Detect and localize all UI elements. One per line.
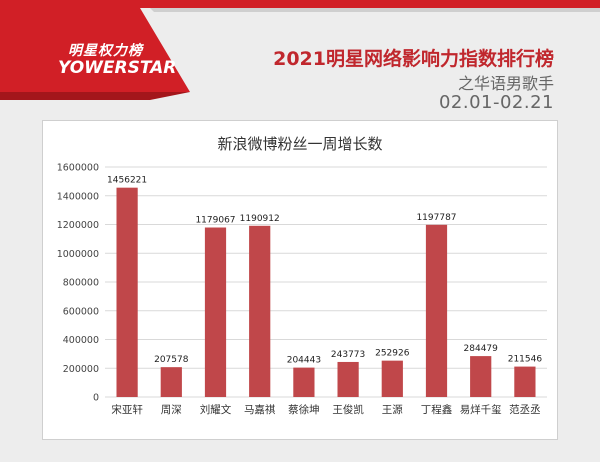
y-tick-label: 200000 bbox=[63, 364, 99, 375]
header-banner bbox=[0, 0, 600, 100]
x-tick-label: 王俊凯 bbox=[332, 403, 364, 416]
bar bbox=[160, 367, 182, 397]
banner-stripe bbox=[150, 8, 600, 12]
bar bbox=[381, 360, 403, 397]
logo-subtext: YOWERSTAR bbox=[58, 58, 177, 78]
data-label: 284479 bbox=[464, 344, 499, 354]
x-tick-label: 王源 bbox=[382, 403, 403, 416]
chart-card: 新浪微博粉丝一周增长数 0 200000 400000 600000 800000 100… bbox=[42, 120, 558, 440]
data-label: 211546 bbox=[508, 355, 543, 365]
bar bbox=[293, 367, 315, 397]
data-label: 204443 bbox=[287, 356, 321, 366]
page-title: 2021明星网络影响力指数排行榜 bbox=[273, 48, 554, 70]
banner-shadow bbox=[0, 92, 190, 100]
y-tick-label: 1000000 bbox=[57, 249, 99, 260]
x-axis: 宋亚轩 周深 刘耀文 马嘉祺 蔡徐坤 王俊凯 王源 丁程鑫 易烊千玺 范丞丞 bbox=[111, 403, 540, 416]
x-tick-label: 蔡徐坤 bbox=[288, 403, 320, 416]
y-axis: 0 200000 400000 600000 800000 1000000 1200000 1… bbox=[57, 163, 99, 404]
data-label: 243773 bbox=[331, 350, 365, 360]
x-tick-label: 范丞丞 bbox=[509, 403, 541, 416]
x-tick-label: 马嘉祺 bbox=[244, 403, 276, 416]
y-tick-label: 400000 bbox=[63, 335, 99, 346]
x-tick-label: 刘耀文 bbox=[200, 403, 232, 416]
bar bbox=[425, 224, 448, 397]
data-label: 252926 bbox=[375, 349, 410, 359]
x-tick-label: 丁程鑫 bbox=[421, 403, 453, 416]
bar bbox=[116, 187, 138, 397]
data-label: 207578 bbox=[154, 355, 189, 365]
y-tick-label: 1600000 bbox=[57, 163, 99, 174]
y-tick-label: 800000 bbox=[63, 278, 99, 289]
data-label: 1197787 bbox=[416, 213, 456, 223]
x-tick-label: 周深 bbox=[161, 404, 182, 416]
bar bbox=[249, 225, 271, 397]
data-labels: 1456221 207578 1179067 1190912 204443 243773 2… bbox=[107, 176, 542, 366]
bar bbox=[514, 366, 536, 397]
y-tick-label: 600000 bbox=[63, 306, 99, 317]
logo-text: 明星权力榜 bbox=[68, 43, 143, 59]
chart-title: 新浪微博粉丝一周增长数 bbox=[217, 135, 382, 153]
date-range: 02.01-02.21 bbox=[438, 92, 554, 113]
data-label: 1456221 bbox=[107, 176, 147, 186]
bars bbox=[116, 187, 536, 397]
banner-shape bbox=[0, 0, 600, 92]
y-tick-label: 1200000 bbox=[57, 220, 99, 231]
data-label: 1190912 bbox=[240, 214, 280, 224]
x-tick-label: 宋亚轩 bbox=[111, 403, 143, 416]
y-tick-label: 0 bbox=[93, 393, 99, 404]
y-tick-label: 1400000 bbox=[57, 191, 99, 202]
bar-chart: 新浪微博粉丝一周增长数 0 200000 400000 600000 800000 100… bbox=[57, 135, 547, 416]
bar bbox=[470, 356, 492, 397]
bar bbox=[337, 361, 359, 397]
page-subtitle: 之华语男歌手 bbox=[457, 74, 554, 93]
data-label: 1179067 bbox=[195, 216, 235, 226]
x-tick-label: 易烊千玺 bbox=[460, 403, 502, 416]
bar bbox=[204, 227, 227, 397]
